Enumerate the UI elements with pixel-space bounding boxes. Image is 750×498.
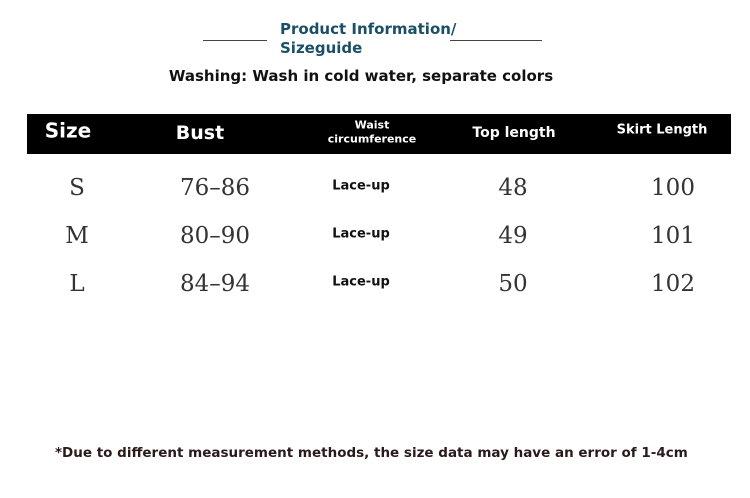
table-cell: 50 bbox=[498, 271, 528, 297]
divider bbox=[450, 40, 542, 41]
column-header: Skirt Length bbox=[616, 122, 708, 138]
table-cell: S bbox=[69, 175, 85, 201]
table-cell: Lace-up bbox=[332, 226, 390, 242]
column-header: Top length bbox=[472, 124, 556, 141]
column-header: circumference bbox=[327, 132, 417, 146]
column-header: Waist bbox=[354, 118, 390, 132]
table-cell: 76–86 bbox=[179, 175, 251, 201]
table-cell: Lace-up bbox=[332, 274, 390, 290]
table-cell: Lace-up bbox=[332, 178, 390, 194]
table-cell: L bbox=[69, 271, 85, 297]
column-header: Bust bbox=[175, 122, 225, 145]
table-cell: 102 bbox=[651, 271, 695, 297]
table-cell: 48 bbox=[498, 175, 528, 201]
table-cell: 49 bbox=[498, 223, 528, 249]
title: Sizeguide bbox=[280, 39, 363, 57]
column-header: Size bbox=[44, 118, 92, 143]
table-header-bar bbox=[27, 114, 731, 154]
table-cell: 80–90 bbox=[179, 223, 251, 249]
table-cell: 84–94 bbox=[179, 271, 251, 297]
washing-note: Washing: Wash in cold water, separate co… bbox=[168, 67, 554, 85]
table-cell: M bbox=[65, 223, 89, 249]
table-cell: 101 bbox=[651, 223, 695, 249]
footnote: *Due to different measurement methods, t… bbox=[55, 445, 688, 461]
table-cell: 100 bbox=[651, 175, 695, 201]
title: Product Information/ bbox=[280, 20, 457, 38]
divider bbox=[203, 40, 267, 41]
